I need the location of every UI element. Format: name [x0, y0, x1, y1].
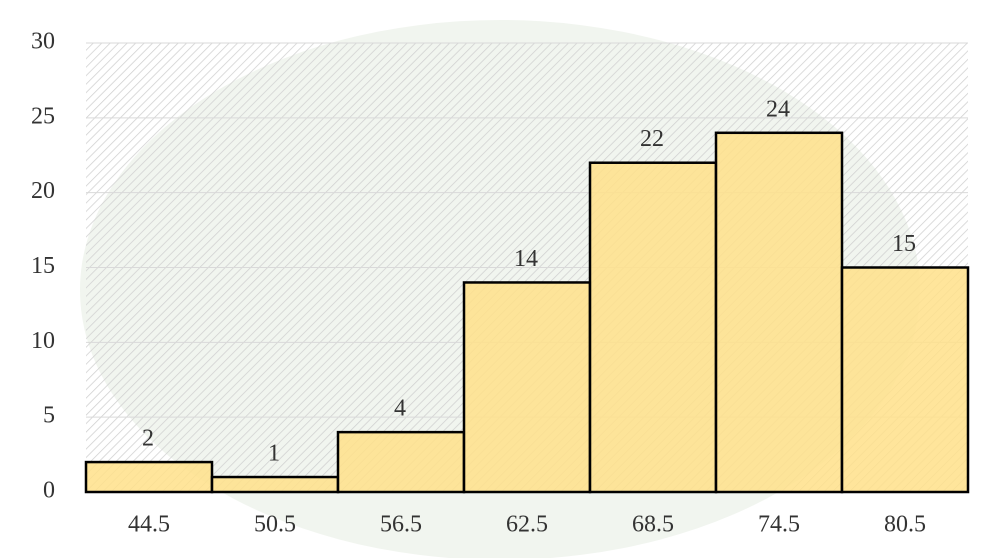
bar [338, 432, 464, 492]
data-label: 14 [514, 246, 538, 272]
y-tick-label: 15 [31, 253, 55, 279]
y-tick-label: 0 [43, 478, 55, 504]
y-tick-label: 10 [31, 328, 55, 354]
x-tick-label: 62.5 [506, 512, 548, 538]
bar [716, 133, 842, 492]
data-label: 2 [142, 426, 154, 452]
x-tick-label: 56.5 [380, 512, 422, 538]
x-tick-label: 68.5 [632, 512, 674, 538]
y-tick-label: 25 [31, 103, 55, 129]
data-label: 4 [394, 396, 406, 422]
bar [86, 462, 212, 492]
bar [842, 268, 968, 493]
y-tick-label: 30 [31, 29, 55, 55]
bar [212, 477, 338, 492]
bar [590, 163, 716, 492]
data-label: 1 [268, 441, 280, 467]
data-label: 22 [640, 126, 664, 152]
data-label: 15 [892, 231, 916, 257]
page: 0 5 10 15 20 25 30 44.5 2 50.5 1 56.5 4 62.5 14 68.5 22 7… [0, 0, 988, 558]
data-label: 24 [766, 96, 790, 122]
chart: 0 5 10 15 20 25 30 44.5 2 50.5 1 56.5 4 62.5 14 68.5 22 7… [0, 0, 988, 558]
y-tick-label: 20 [31, 178, 55, 204]
bar [464, 282, 590, 492]
x-tick-label: 74.5 [758, 512, 800, 538]
x-tick-label: 50.5 [254, 512, 296, 538]
x-tick-label: 80.5 [884, 512, 926, 538]
y-tick-label: 5 [43, 403, 55, 429]
x-tick-label: 44.5 [128, 512, 170, 538]
